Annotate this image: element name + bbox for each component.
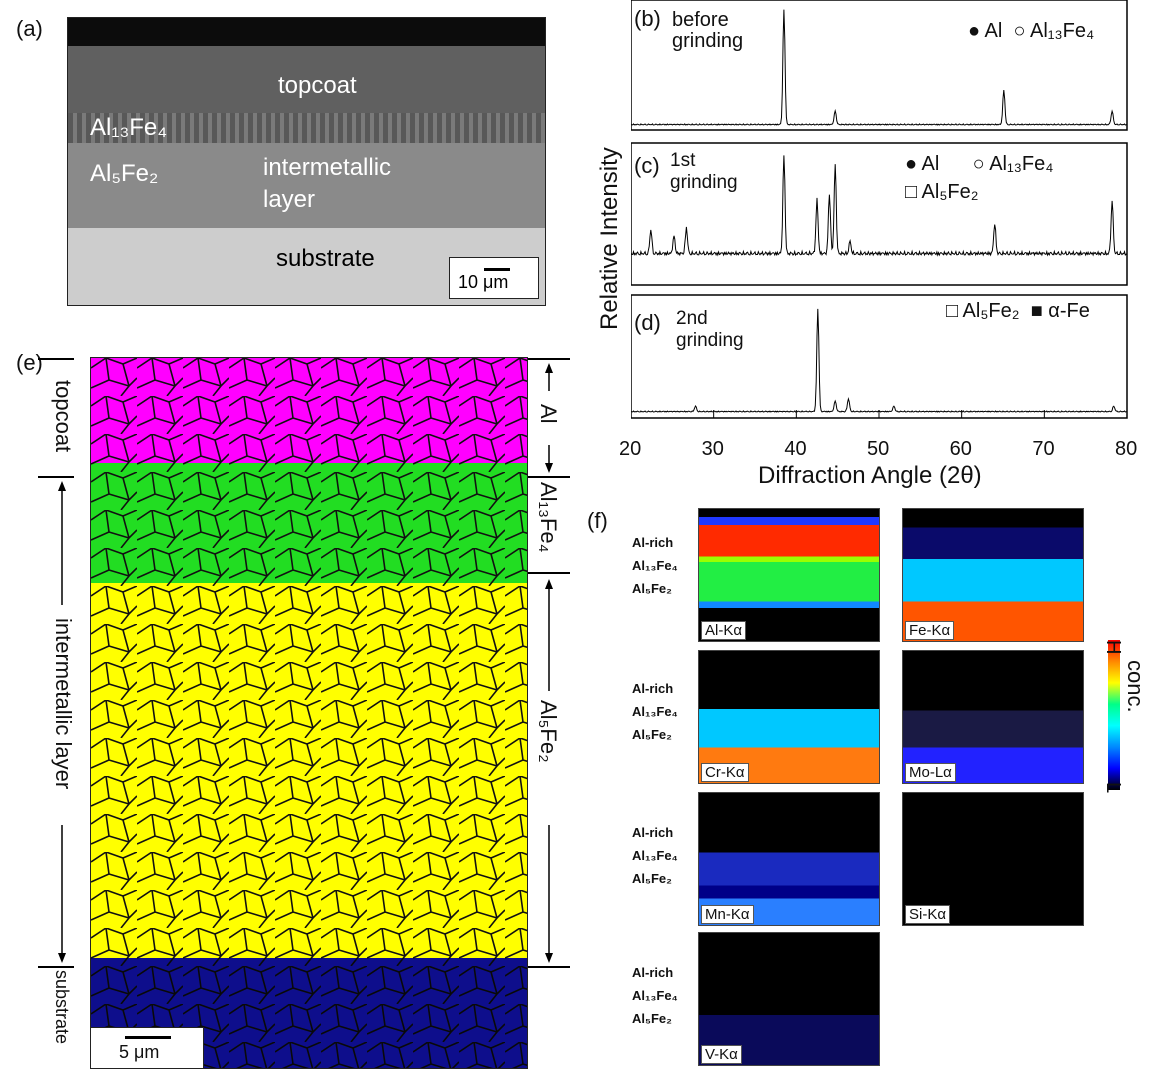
legend-b: ● Al ○ Al₁₃Fe₄	[968, 20, 1095, 42]
element-map: Fe-Kα	[902, 508, 1084, 642]
legend-c-al13fe4: Al₁₃Fe₄	[989, 153, 1054, 175]
element-map-label: Fe-Kα	[905, 621, 955, 640]
panel-b-label: (b)	[634, 6, 661, 31]
legend-d-fe: α-Fe	[1048, 300, 1090, 322]
element-map-label: Al-Kα	[701, 621, 747, 640]
color-scale-title: conc.	[1123, 660, 1148, 713]
legend-al13fe4: Al₁₃Fe₄	[1030, 20, 1095, 42]
d-note2: grinding	[676, 330, 744, 351]
x-tick-label: 80	[1115, 438, 1138, 460]
element-map-label: Cr-Kα	[701, 763, 749, 782]
sem-al5fe2-label: Al₅Fe₂	[90, 160, 159, 187]
xrd-chart	[631, 0, 1128, 419]
sem-al13fe4-label: Al₁₃Fe₄	[90, 114, 168, 141]
ebsd-scale-label: 5 μm	[119, 1042, 160, 1062]
map-side-label: Al₁₃Fe₄	[632, 848, 678, 863]
d-note: 2nd grinding	[676, 308, 744, 352]
ebsd-scale-box: 5 μm	[91, 1027, 204, 1068]
map-side-label: Al-rich	[632, 535, 674, 550]
color-scale-bar	[1108, 640, 1120, 790]
element-map: Si-Kα	[902, 792, 1084, 926]
sem-layer-label: layer	[263, 186, 316, 213]
sem-topcoat-label: topcoat	[278, 72, 357, 99]
x-tick-label: 50	[867, 438, 890, 460]
color-scale-high: H	[1102, 640, 1124, 655]
element-map: Cr-Kα	[698, 650, 880, 784]
map-side-label: Al₅Fe₂	[632, 727, 672, 742]
map-side-label: Al-rich	[632, 681, 674, 696]
panel-e-label: (e)	[16, 350, 43, 375]
sem-substrate-label: substrate	[276, 245, 375, 272]
panel-f-label: (f)	[587, 508, 608, 533]
color-scale-low: L	[1102, 782, 1124, 794]
c-note2: grinding	[670, 172, 738, 193]
panel-c-label: (c)	[634, 153, 660, 178]
ebsd-intermetallic-label: intermetallic layer	[51, 618, 76, 790]
map-side-label: Al₁₃Fe₄	[632, 558, 678, 573]
grain-boundaries	[91, 358, 527, 1068]
x-tick-label: 30	[701, 438, 724, 460]
element-map: Al-Kα	[698, 508, 880, 642]
ebsd-al-label: Al	[536, 404, 561, 424]
element-map-label: Mn-Kα	[701, 905, 754, 924]
sem-scale-bar	[484, 268, 510, 271]
b-note2: grinding	[672, 30, 744, 52]
sem-scale-label: 10 μm	[458, 272, 509, 292]
d-note1: 2nd	[676, 308, 708, 329]
trace-before-grinding	[631, 9, 1128, 126]
map-side-label: Al₅Fe₂	[632, 871, 672, 886]
c-note1: 1st	[670, 150, 696, 171]
map-side-label: Al₅Fe₂	[632, 1011, 672, 1026]
legend-d-al5fe2: Al₅Fe₂	[962, 300, 1020, 322]
x-tick-label: 20	[619, 438, 642, 460]
ebsd-annotations	[38, 358, 570, 968]
legend-c-al5fe2: Al₅Fe₂	[921, 181, 979, 203]
panel-d-label: (d)	[634, 310, 661, 335]
element-map: Mn-Kα	[698, 792, 880, 926]
sem-scale-box: 10 μm	[449, 257, 539, 299]
element-map-label: Si-Kα	[905, 905, 951, 924]
legend-c: ● Al ○ Al₁₃Fe₄ □ Al₅Fe₂	[905, 153, 1054, 203]
legend-d: □ Al₅Fe₂ ■ α-Fe	[946, 300, 1090, 322]
x-tick-label: 40	[784, 438, 807, 460]
sem-micrograph: topcoat Al₁₃Fe₄ Al₅Fe₂ intermetallic lay…	[67, 17, 546, 306]
y-axis-label: Relative Intensity	[596, 147, 623, 330]
x-tick-label: 60	[949, 438, 972, 460]
map-side-label: Al₅Fe₂	[632, 581, 672, 596]
legend-c-al: Al	[921, 153, 940, 175]
element-map: V-Kα	[698, 932, 880, 1066]
panel-a-label: (a)	[16, 16, 43, 41]
map-side-label: Al₁₃Fe₄	[632, 988, 678, 1003]
sem-intermetallic-label: intermetallic	[263, 154, 392, 181]
map-side-label: Al₁₃Fe₄	[632, 704, 678, 719]
ebsd-topcoat-label: topcoat	[51, 380, 76, 453]
element-map-label: Mo-Lα	[905, 763, 956, 782]
b-note1: before	[672, 9, 729, 31]
ebsd-al5fe2-label: Al₅Fe₂	[536, 700, 561, 763]
ebsd-scale-bar	[125, 1036, 171, 1039]
element-map: Mo-Lα	[902, 650, 1084, 784]
trace-1st-grinding	[631, 155, 1128, 257]
x-tick-label: 70	[1032, 438, 1055, 460]
element-map-label: V-Kα	[701, 1045, 742, 1064]
ebsd-al13fe4-label: Al₁₃Fe₄	[536, 482, 561, 553]
c-note: 1st grinding	[670, 150, 738, 194]
map-side-label: Al-rich	[632, 825, 674, 840]
x-axis-label: Diffraction Angle (2θ)	[758, 462, 982, 489]
legend-al: Al	[984, 20, 1003, 42]
b-note: before grinding	[672, 10, 743, 52]
ebsd-phase-map: 5 μm	[90, 357, 528, 1069]
map-side-label: Al-rich	[632, 965, 674, 980]
x-axis-ticks	[631, 410, 1128, 418]
ebsd-substrate-label: substrate	[52, 970, 72, 1045]
